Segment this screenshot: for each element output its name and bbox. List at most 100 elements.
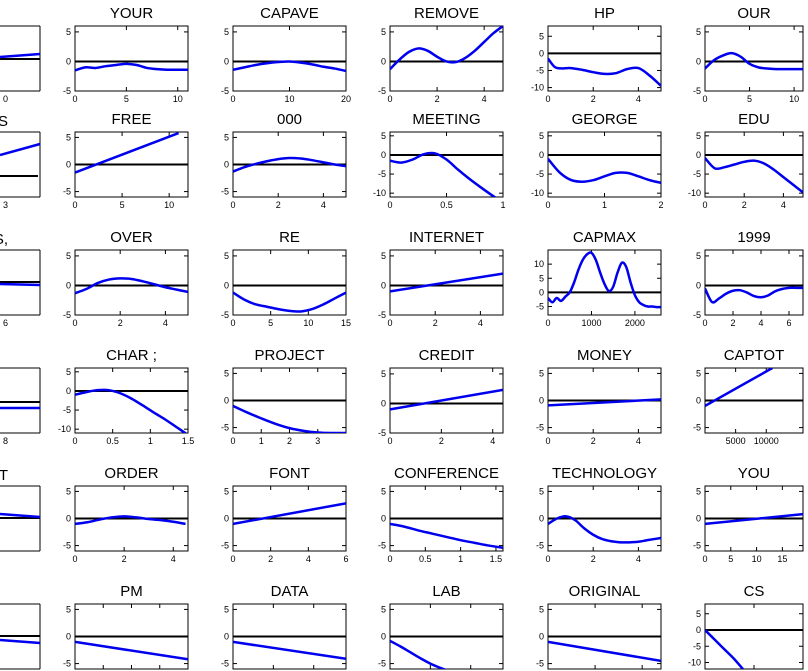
plot-frame [704,131,804,198]
partial-panel-0: 0 [0,25,41,104]
x-tick-label: 4 [482,94,487,104]
y-tick-label: 5 [539,604,544,614]
plot-frame [547,25,662,92]
y-tick-label: 5 [66,27,71,37]
x-tick-label: 0 [72,554,77,564]
y-tick-label: 5 [381,369,386,379]
y-tick-label: -5 [693,641,701,651]
panel-title: GEORGE [572,111,638,128]
x-tick-label: 0 [702,318,707,328]
x-tick-label: 10 [303,318,313,328]
x-tick-label: 1 [500,200,505,210]
y-tick-label: 5 [224,368,229,378]
x-tick-label: 0 [545,554,550,564]
series-line [390,388,503,411]
plot-frame [389,367,504,434]
y-tick-label: 0 [381,56,386,66]
y-tick-label: 0 [66,386,71,396]
partial-title: S, [0,231,8,248]
series-line [233,640,346,660]
x-tick-label: 0 [387,94,392,104]
y-tick-label: -10 [688,188,701,198]
y-tick-label: -5 [693,86,701,96]
x-tick-label: 10 [284,94,294,104]
plot-frame [704,603,804,670]
y-tick-label: -5 [221,86,229,96]
x-tick-label: 4 [478,318,483,328]
y-tick-label: 5 [696,131,701,141]
y-tick-label: 0 [696,280,701,290]
panel-title: OUR [737,5,771,22]
y-tick-label: 5 [66,132,71,142]
x-tick-label: 5 [268,318,273,328]
partial-panel-1: S3 [0,113,41,210]
y-tick-label: 5 [224,251,229,261]
partial-x-tick: 0 [3,94,8,104]
x-tick-label: 0.5 [419,554,432,564]
x-tick-label: 2 [276,200,281,210]
x-tick-label: 2 [658,200,663,210]
x-tick-label: 4 [636,554,641,564]
panel-title: DATA [271,583,309,600]
series-line [548,515,661,544]
partial-panel-2: S, 6 [0,231,41,328]
y-tick-label: -5 [221,423,229,433]
series-line [548,640,661,663]
plot-frame [389,249,504,316]
y-tick-label: 5 [224,486,229,496]
series-line [75,62,188,72]
y-tick-label: 0 [696,625,701,635]
x-tick-label: 0 [230,554,235,564]
y-tick-label: 0 [381,514,386,524]
x-tick-label: 1.5 [490,554,503,564]
panel-title: ORIGINAL [569,583,641,600]
y-tick-label: 0 [66,56,71,66]
x-tick-label: 2 [591,94,596,104]
y-tick-label: -5 [536,659,544,669]
panel-title: PM [120,583,143,600]
x-tick-label: 2 [591,554,596,564]
y-tick-label: -10 [531,188,544,198]
panel-title: CAPTOT [724,347,785,364]
x-tick-label: 0 [72,436,77,446]
y-tick-label: 0 [224,632,229,642]
y-tick-label: 0 [224,56,229,66]
panel-title: CONFERENCE [394,465,499,482]
x-tick-label: 5 [120,200,125,210]
y-tick-label: -5 [63,187,71,197]
plot-frame [389,25,504,92]
x-tick-label: 0 [545,200,550,210]
x-tick-label: 20 [341,94,351,104]
y-tick-label: 5 [381,486,386,496]
y-tick-label: 5 [381,131,386,141]
series-line [548,398,661,407]
x-tick-label: 0 [545,436,550,446]
panel-title: FONT [269,465,310,482]
y-tick-label: 0 [381,150,386,160]
panel-title: EDU [738,111,770,128]
partial-x-tick: 3 [3,200,8,210]
y-tick-label: 0 [224,160,229,170]
x-tick-label: 1 [259,436,264,446]
x-tick-label: 2 [439,436,444,446]
series-line [390,151,497,197]
y-tick-label: -5 [378,86,386,96]
y-tick-label: 5 [696,486,701,496]
x-tick-label: 10 [752,554,762,564]
x-tick-label: 4 [781,200,786,210]
x-tick-label: 2 [118,318,123,328]
y-tick-label: 0 [539,150,544,160]
x-tick-label: 5 [728,554,733,564]
y-tick-label: 0 [696,396,701,406]
plot-frame [232,25,347,92]
series-line [233,291,346,313]
x-tick-label: 0 [230,94,235,104]
